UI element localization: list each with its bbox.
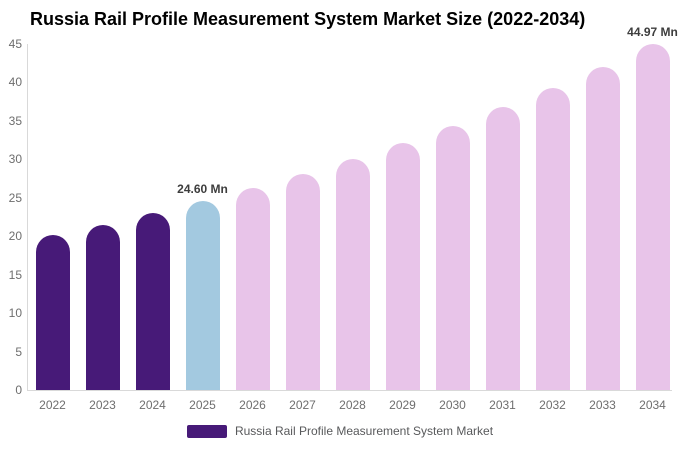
y-axis-tick-20: 20 bbox=[8, 229, 22, 244]
legend-label: Russia Rail Profile Measurement System M… bbox=[234, 424, 494, 438]
x-axis-label-2024: 2024 bbox=[139, 398, 166, 412]
x-axis-label-2031: 2031 bbox=[489, 398, 516, 412]
y-axis-tick-0: 0 bbox=[15, 383, 22, 397]
y-axis-tick-15: 15 bbox=[8, 267, 22, 282]
chart-title: Russia Rail Profile Measurement System M… bbox=[30, 9, 586, 29]
bar-2030[interactable] bbox=[435, 125, 470, 390]
y-axis-tick-25: 25 bbox=[8, 190, 22, 205]
y-axis-tick-45: 45 bbox=[8, 37, 22, 51]
x-axis-label-2032: 2032 bbox=[539, 398, 566, 412]
bar-2033[interactable] bbox=[585, 66, 620, 390]
x-axis-label-2025: 2025 bbox=[189, 398, 216, 412]
bar-2026[interactable] bbox=[235, 187, 270, 390]
bar-2032[interactable] bbox=[535, 87, 570, 390]
x-axis-label-2029: 2029 bbox=[389, 398, 416, 412]
y-axis-tick-30: 30 bbox=[8, 152, 22, 167]
x-axis-label-2028: 2028 bbox=[339, 398, 366, 412]
legend-swatch-icon bbox=[186, 424, 227, 438]
y-axis-tick-10: 10 bbox=[8, 306, 22, 321]
bar-2028[interactable] bbox=[335, 158, 370, 390]
bar-value-label-2034: 44.97 Mn bbox=[627, 25, 678, 40]
bar-2025[interactable]: 24.60 Mn bbox=[177, 182, 228, 390]
y-axis-tick-5: 5 bbox=[15, 344, 22, 359]
bar-value-label-2025: 24.60 Mn bbox=[177, 181, 228, 196]
bar-2029[interactable] bbox=[385, 142, 420, 390]
y-axis-line bbox=[27, 44, 28, 390]
y-axis-tick-40: 40 bbox=[8, 75, 22, 90]
x-axis-label-2022: 2022 bbox=[39, 398, 66, 412]
x-axis-label-2023: 2023 bbox=[89, 398, 116, 412]
bar-2022[interactable] bbox=[35, 235, 70, 390]
y-axis-tick-35: 35 bbox=[8, 113, 22, 128]
x-axis-label-2034: 2034 bbox=[639, 398, 666, 412]
legend[interactable]: Russia Rail Profile Measurement System M… bbox=[0, 424, 680, 438]
bar-2031[interactable] bbox=[485, 107, 520, 390]
bar-2023[interactable] bbox=[85, 224, 120, 390]
x-axis-label-2026: 2026 bbox=[239, 398, 266, 412]
x-axis-label-2030: 2030 bbox=[439, 398, 466, 412]
x-axis-label-2027: 2027 bbox=[289, 398, 316, 412]
bar-2027[interactable] bbox=[285, 173, 320, 390]
bar-2034[interactable]: 44.97 Mn bbox=[627, 25, 678, 390]
x-axis-label-2033: 2033 bbox=[589, 398, 616, 412]
x-axis-line bbox=[27, 390, 672, 391]
bar-2024[interactable] bbox=[135, 213, 170, 390]
